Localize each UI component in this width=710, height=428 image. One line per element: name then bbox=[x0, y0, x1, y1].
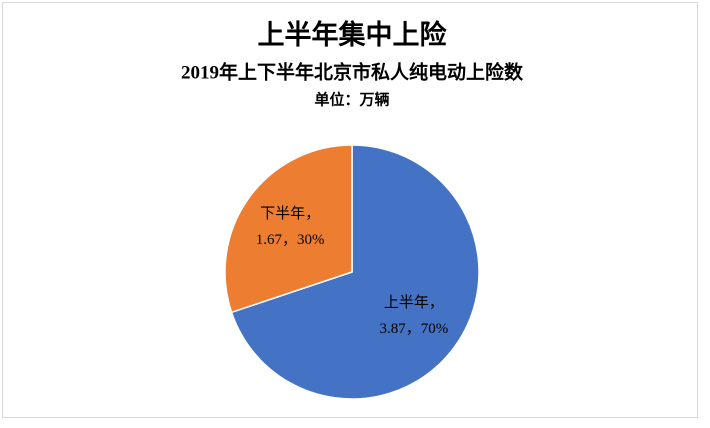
pie-slice bbox=[230, 144, 480, 400]
data-label-name: 上半年， bbox=[384, 294, 444, 311]
data-label-value: 3.87，70% bbox=[379, 321, 448, 337]
unit-label: 单位：万辆 bbox=[314, 90, 389, 108]
chart-subtitle: 2019年上下半年北京市私人纯电动上险数 bbox=[181, 60, 524, 83]
data-label-name: 下半年， bbox=[260, 205, 320, 222]
chart-title: 上半年集中上险 bbox=[258, 19, 448, 50]
data-label-value: 1.67，30% bbox=[256, 232, 325, 248]
pie-slice bbox=[224, 144, 353, 314]
